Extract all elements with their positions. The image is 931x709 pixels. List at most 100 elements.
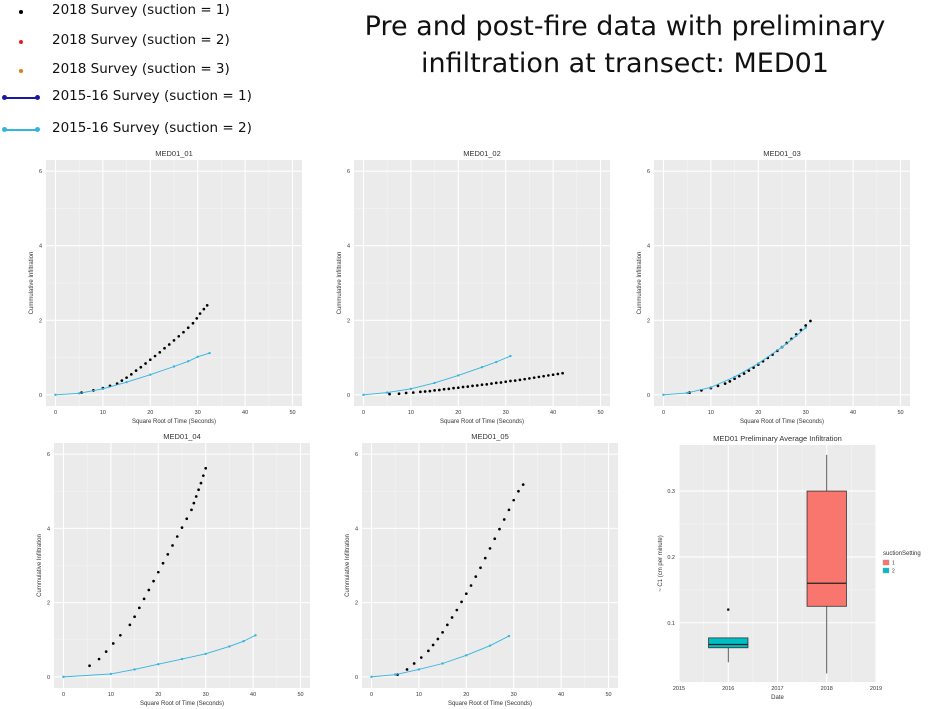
y-tick-label: 6 [47, 452, 50, 458]
data-point [388, 392, 391, 396]
box [806, 490, 847, 607]
chart-panel-4: 0 10 20 30 40 50 0 2 4 6 MED01_04 Square Root of Ti… [37, 432, 310, 707]
data-point [228, 645, 231, 648]
y-tick-label: 2 [347, 318, 350, 324]
y-tick-label: 0 [47, 675, 50, 681]
data-point [125, 380, 128, 384]
data-point [101, 387, 105, 391]
x-axis-label: Date [771, 695, 784, 701]
data-point [495, 360, 498, 364]
data-point [423, 390, 427, 393]
data-point [62, 675, 65, 679]
x-axis-label: Square Root of Time (Seconds) [132, 419, 216, 425]
data-point [716, 384, 720, 388]
legend-item-2018-suction-3: 2018 Survey (suction = 3) [0, 60, 340, 82]
data-point [509, 354, 512, 358]
data-point [187, 360, 190, 363]
data-point [551, 373, 555, 377]
data-point [147, 588, 151, 592]
data-point [480, 366, 484, 369]
data-point [493, 537, 497, 541]
x-tick-label: 30 [803, 410, 809, 416]
legend-label: 2015-16 Survey (suction = 1) [52, 88, 252, 104]
data-point [172, 365, 176, 368]
data-point [499, 381, 503, 384]
x-tick-label: 10 [408, 410, 414, 416]
data-point [167, 343, 171, 346]
legend-line-end-icon [2, 95, 7, 100]
legend-label: 2018 Survey (suction = 2) [52, 32, 230, 48]
chart-panel-6: 2015 2016 2017 2018 2019 0.1 0.2 0.3 MED01 Preli… [658, 434, 921, 701]
x-tick-label: 20 [755, 410, 761, 416]
data-point [441, 630, 444, 634]
x-tick-label: 2015 [673, 686, 685, 692]
chart-panel-5: 0 10 20 30 40 50 0 2 4 6 MED01_05 Square Root of Ti… [345, 432, 618, 707]
data-point [475, 384, 479, 387]
x-tick-label: 0 [370, 692, 373, 698]
data-point [442, 387, 446, 391]
data-point [709, 386, 713, 389]
y-tick-label: 0 [39, 393, 42, 399]
data-point [556, 372, 560, 376]
data-point [405, 668, 409, 671]
data-point [483, 556, 487, 560]
x-tick-label: 30 [503, 410, 509, 416]
x-tick-label: 50 [605, 692, 611, 698]
data-point [204, 466, 208, 470]
x-tick-label: 40 [242, 410, 248, 416]
x-tick-label: 50 [597, 410, 603, 416]
data-point [182, 330, 185, 334]
data-point [177, 334, 181, 338]
data-point [480, 383, 484, 387]
data-point [528, 377, 531, 380]
data-point [490, 382, 493, 385]
y-axis-label: Cummulative Infiltration [637, 252, 643, 315]
data-point [186, 326, 190, 330]
legend-dot-icon [19, 40, 23, 44]
x-tick-label: 30 [203, 692, 209, 698]
data-point [157, 663, 160, 666]
data-point [737, 374, 741, 378]
data-point [433, 388, 436, 392]
data-point [128, 623, 132, 627]
data-point [204, 652, 207, 656]
data-point [205, 304, 209, 307]
y-axis-label: Cummulative Infiltration [345, 534, 351, 597]
figure-title-line-2: infiltration at transect: MED01 [420, 48, 829, 79]
x-tick-label: 10 [416, 692, 422, 698]
data-point [142, 597, 146, 601]
legend-label: 2018 Survey (suction = 1) [52, 2, 230, 18]
x-tick-label: 10 [100, 410, 106, 416]
x-tick-label: 0 [62, 692, 65, 698]
x-tick-label: 2017 [771, 686, 783, 692]
data-point [427, 649, 430, 653]
data-point [417, 668, 421, 671]
data-point [161, 561, 165, 565]
legend-label: 2015-16 Survey (suction = 2) [52, 120, 252, 136]
y-tick-label: 0 [347, 393, 350, 399]
data-point [518, 378, 522, 382]
legend-line-end-icon [35, 95, 40, 100]
data-point [457, 374, 460, 377]
data-point [144, 362, 147, 365]
x-tick-label: 20 [455, 410, 461, 416]
data-point [201, 474, 205, 478]
data-point [370, 675, 373, 679]
data-point [242, 640, 245, 643]
data-point [254, 634, 257, 637]
data-point [728, 380, 732, 383]
y-tick-label: 2 [355, 601, 358, 607]
chart-panel-3: 0 10 20 30 40 50 0 2 4 6 MED01_03 Square Root of Ti… [637, 149, 910, 425]
data-point [507, 508, 511, 512]
x-tick-label: 20 [155, 692, 161, 698]
data-point [153, 354, 157, 358]
panel-title: MED01_04 [163, 432, 201, 441]
legend-item-2015-suction-2: 2015-16 Survey (suction = 2) [0, 119, 340, 141]
data-point [662, 393, 665, 397]
data-point [385, 391, 389, 394]
data-point [479, 566, 482, 570]
y-axis-label: Cummulative Infiltration [29, 252, 35, 315]
data-point [804, 326, 807, 329]
data-point [158, 350, 162, 354]
data-point [488, 547, 492, 550]
